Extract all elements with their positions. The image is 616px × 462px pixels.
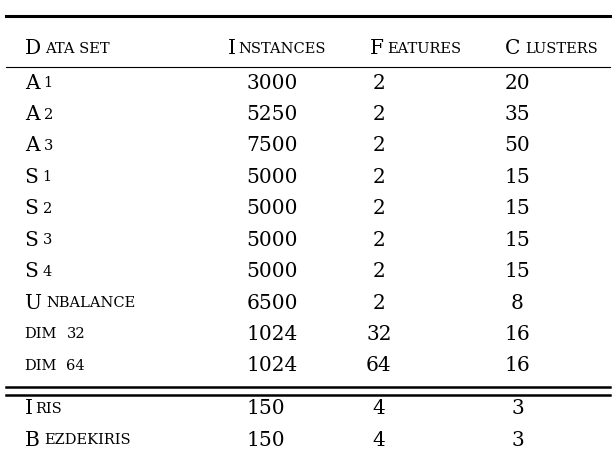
Text: 15: 15 — [505, 231, 530, 250]
Text: 3: 3 — [511, 431, 524, 450]
Text: 15: 15 — [505, 168, 530, 187]
Text: 1024: 1024 — [246, 356, 298, 376]
Text: 2: 2 — [373, 168, 385, 187]
Text: 2: 2 — [373, 293, 385, 313]
Text: S: S — [25, 231, 39, 250]
Text: S: S — [25, 199, 39, 219]
Text: 2: 2 — [373, 199, 385, 219]
Text: 32: 32 — [366, 325, 392, 344]
Text: 35: 35 — [505, 105, 530, 124]
Text: LUSTERS: LUSTERS — [525, 42, 598, 55]
Text: ATA SET: ATA SET — [46, 42, 110, 55]
Text: 5000: 5000 — [246, 231, 298, 250]
Text: 50: 50 — [505, 136, 530, 156]
Text: 5000: 5000 — [246, 262, 298, 281]
Text: 150: 150 — [246, 399, 285, 419]
Text: A: A — [25, 73, 39, 93]
Text: S: S — [25, 262, 39, 281]
Text: D: D — [25, 39, 41, 58]
Text: 64: 64 — [366, 356, 392, 376]
Text: 1: 1 — [43, 170, 52, 184]
Text: 3: 3 — [511, 399, 524, 419]
Text: 4: 4 — [373, 431, 385, 450]
Text: 2: 2 — [373, 105, 385, 124]
Text: 2: 2 — [43, 202, 52, 216]
Text: C: C — [505, 39, 521, 58]
Text: 2: 2 — [373, 262, 385, 281]
Text: 3000: 3000 — [246, 73, 298, 93]
Text: 32: 32 — [67, 328, 85, 341]
Text: A: A — [25, 136, 39, 156]
Text: B: B — [25, 431, 39, 450]
Text: 16: 16 — [505, 325, 530, 344]
Text: DIM: DIM — [25, 328, 57, 341]
Text: 1: 1 — [44, 76, 52, 90]
Text: U: U — [25, 293, 42, 313]
Text: EZDEKIRIS: EZDEKIRIS — [44, 433, 131, 447]
Text: NBALANCE: NBALANCE — [47, 296, 136, 310]
Text: A: A — [25, 105, 39, 124]
Text: S: S — [25, 168, 39, 187]
Text: 2: 2 — [373, 136, 385, 156]
Text: 150: 150 — [246, 431, 285, 450]
Text: 1024: 1024 — [246, 325, 298, 344]
Text: RIS: RIS — [35, 402, 62, 416]
Text: 5000: 5000 — [246, 168, 298, 187]
Text: 15: 15 — [505, 199, 530, 219]
Text: 3: 3 — [43, 233, 52, 247]
Text: 5250: 5250 — [246, 105, 298, 124]
Text: 4: 4 — [43, 265, 52, 279]
Text: 20: 20 — [505, 73, 530, 93]
Text: I: I — [25, 399, 33, 419]
Text: 4: 4 — [373, 399, 385, 419]
Text: DIM: DIM — [25, 359, 57, 373]
Text: 8: 8 — [511, 293, 524, 313]
Text: EATURES: EATURES — [387, 42, 462, 55]
Text: 15: 15 — [505, 262, 530, 281]
Text: 6500: 6500 — [246, 293, 298, 313]
Text: 5000: 5000 — [246, 199, 298, 219]
Text: 3: 3 — [44, 139, 53, 153]
Text: 7500: 7500 — [246, 136, 298, 156]
Text: 2: 2 — [373, 231, 385, 250]
Text: NSTANCES: NSTANCES — [238, 42, 326, 55]
Text: 64: 64 — [67, 359, 85, 373]
Text: 2: 2 — [373, 73, 385, 93]
Text: I: I — [228, 39, 236, 58]
Text: F: F — [370, 39, 384, 58]
Text: 16: 16 — [505, 356, 530, 376]
Text: 2: 2 — [44, 108, 53, 122]
